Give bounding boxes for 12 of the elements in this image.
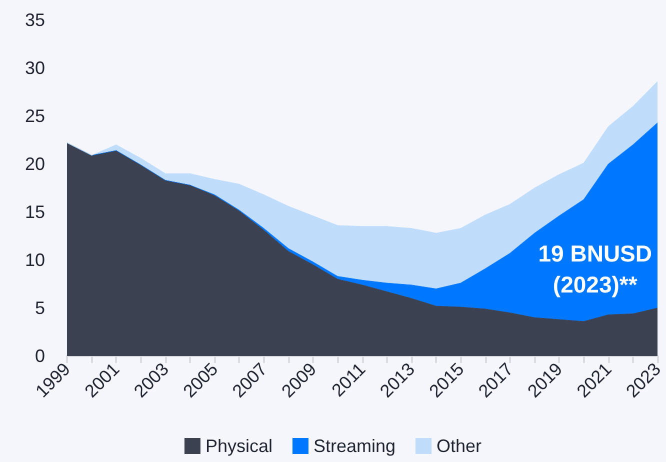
y-tick-label: 15 xyxy=(24,202,45,222)
y-tick-label: 30 xyxy=(24,58,45,78)
y-tick-label: 35 xyxy=(24,10,45,30)
y-tick-label: 0 xyxy=(34,346,45,366)
y-tick-label: 5 xyxy=(34,298,45,318)
annotation: 19 BNUSD (2023)** xyxy=(538,240,652,298)
legend-label: Streaming xyxy=(313,436,396,456)
y-tick-label: 10 xyxy=(24,250,45,270)
y-tick-label: 20 xyxy=(24,154,45,174)
y-tick-label: 25 xyxy=(24,106,45,126)
legend-label: Physical xyxy=(205,436,272,456)
legend-label: Other xyxy=(436,436,482,456)
